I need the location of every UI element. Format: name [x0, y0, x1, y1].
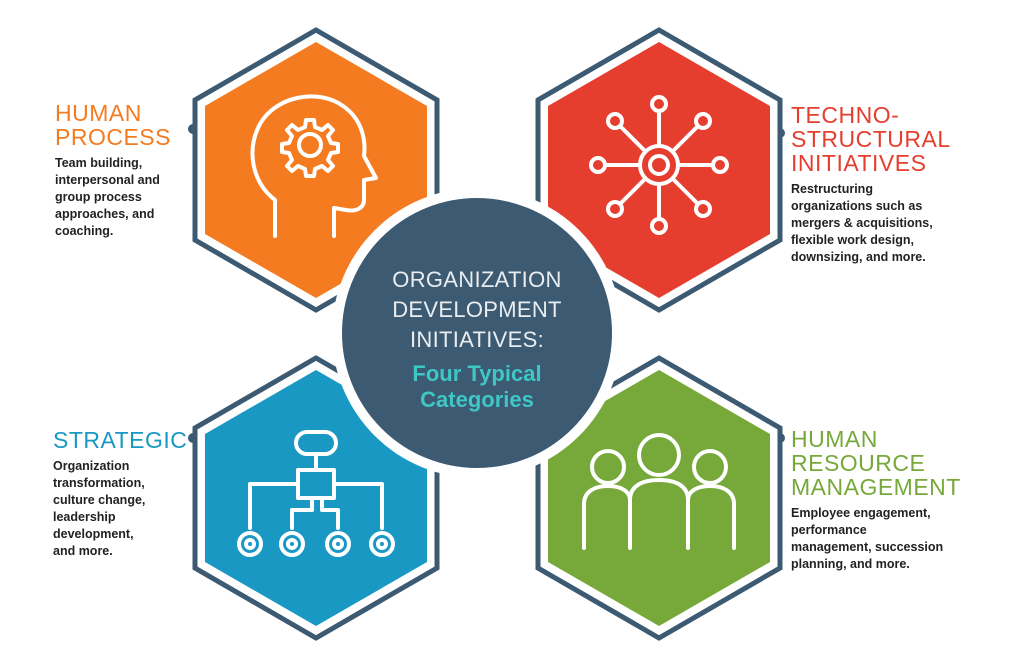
description-line: development,: [53, 527, 134, 541]
category-title: HUMAN PROCESS: [55, 101, 205, 149]
category-human-resource-management: HUMAN RESOURCE MANAGEMENT Employee engag…: [791, 427, 991, 573]
category-description: Organization transformation, culture cha…: [53, 458, 203, 560]
category-title-line: PROCESS: [55, 124, 171, 150]
category-description: Restructuring organizations such as merg…: [791, 181, 981, 266]
category-strategic: STRATEGIC Organization transformation, c…: [53, 428, 203, 560]
network-hub-icon: [589, 95, 729, 235]
category-title-line: TECHNO-: [791, 102, 900, 128]
center-subtitle-line: Categories: [420, 387, 534, 412]
center-title-line: INITIATIVES:: [410, 327, 544, 352]
category-title: TECHNO- STRUCTURAL INITIATIVES: [791, 103, 981, 175]
category-title-line: STRATEGIC: [53, 427, 188, 453]
head-gear-icon: [250, 94, 378, 238]
description-line: and more.: [53, 544, 113, 558]
category-title-line: MANAGEMENT: [791, 474, 961, 500]
category-human-process: HUMAN PROCESS Team building, interperson…: [55, 101, 205, 240]
org-chart-icon: [237, 430, 395, 557]
description-line: coaching.: [55, 224, 114, 238]
category-title-line: RESOURCE: [791, 450, 926, 476]
hexagon-techno-structural: [535, 27, 783, 313]
description-line: leadership: [53, 510, 116, 524]
hexagon-human-resource-management: [535, 355, 783, 641]
center-title-line: DEVELOPMENT: [392, 297, 562, 322]
description-line: Restructuring: [791, 182, 873, 196]
description-line: downsizing, and more.: [791, 250, 926, 264]
center-title-line: ORGANIZATION: [392, 267, 562, 292]
category-title-line: HUMAN: [55, 100, 142, 126]
description-line: approaches, and: [55, 207, 155, 221]
description-line: flexible work design,: [791, 233, 914, 247]
description-line: group process: [55, 190, 142, 204]
description-line: interpersonal and: [55, 173, 160, 187]
description-line: Organization: [53, 459, 130, 473]
description-line: Employee engagement,: [791, 506, 931, 520]
description-line: mergers & acquisitions,: [791, 216, 933, 230]
description-line: management, succession: [791, 540, 944, 554]
category-title-line: STRUCTURAL: [791, 126, 951, 152]
category-title: HUMAN RESOURCE MANAGEMENT: [791, 427, 991, 499]
description-line: planning, and more.: [791, 557, 910, 571]
category-title-line: HUMAN: [791, 426, 878, 452]
category-title-line: INITIATIVES: [791, 150, 927, 176]
center-circle: [332, 188, 622, 478]
description-line: culture change,: [53, 493, 146, 507]
description-line: performance: [791, 523, 867, 537]
category-techno-structural: TECHNO- STRUCTURAL INITIATIVES Restructu…: [791, 103, 981, 266]
center-heading: ORGANIZATION DEVELOPMENT INITIATIVES: Fo…: [352, 265, 602, 413]
category-description: Employee engagement, performance managem…: [791, 505, 991, 573]
description-line: Team building,: [55, 156, 143, 170]
category-title: STRATEGIC: [53, 428, 203, 452]
description-line: organizations such as: [791, 199, 923, 213]
description-line: transformation,: [53, 476, 145, 490]
center-subtitle: Four Typical Categories: [352, 361, 602, 413]
category-description: Team building, interpersonal and group p…: [55, 155, 205, 240]
people-group-icon: [582, 433, 736, 550]
center-subtitle-line: Four Typical: [412, 361, 542, 386]
